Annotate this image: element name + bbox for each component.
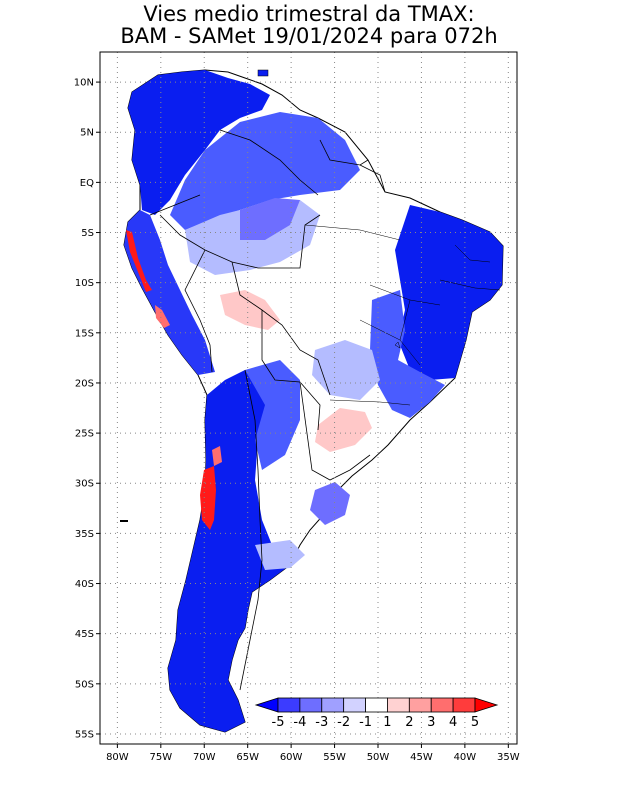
map-title-line2: BAM - SAMet 19/01/2024 para 072h xyxy=(120,24,498,48)
lat-tick-label: 15S xyxy=(75,328,94,339)
lat-tick-label: 55S xyxy=(75,729,94,740)
bias-region-light-red-parana xyxy=(315,408,372,452)
colorbar-label: -3 xyxy=(315,715,328,730)
colorbar-label: -1 xyxy=(359,715,372,730)
colorbar-box xyxy=(277,697,301,713)
colorbar-box xyxy=(452,697,476,713)
colorbar-arrow-max xyxy=(474,697,499,713)
bias-region-light-blue-mato-grosso xyxy=(312,340,380,400)
lat-tick-label: 30S xyxy=(75,479,94,490)
bias-region-mid-blue-east xyxy=(370,290,445,418)
map-content xyxy=(120,69,504,733)
colorbar-label: 4 xyxy=(449,715,457,730)
longitude-axis: 80W 75W 70W 65W 60W 55W 50W 45W 40W 35W xyxy=(106,744,520,763)
lon-tick-label: 45W xyxy=(410,752,433,763)
lat-tick-label: 25S xyxy=(75,429,94,440)
bias-region-light-red-bolivia xyxy=(220,290,280,330)
colorbar-box xyxy=(365,697,388,713)
lon-tick-label: 75W xyxy=(150,752,173,763)
state-borders xyxy=(304,224,501,406)
bias-region-mid-blue-uruguay xyxy=(310,482,350,525)
lon-tick-label: 60W xyxy=(280,752,303,763)
lon-tick-label: 35W xyxy=(497,752,520,763)
colorbar-box xyxy=(321,697,345,713)
bias-region-blue-northwest xyxy=(128,70,270,215)
lat-tick-label: 35S xyxy=(75,529,94,540)
bias-region-red-chile-north xyxy=(212,446,222,466)
lon-tick-label: 55W xyxy=(323,752,346,763)
bias-region-light-blue-patagonia xyxy=(255,540,305,570)
lon-tick-label: 40W xyxy=(454,752,477,763)
latitude-axis: 10N 5N EQ 5S 10S 15S 20S 25S 30S 35S 40S 45S 50S 55S xyxy=(74,78,100,740)
lat-tick-label: 45S xyxy=(75,629,94,640)
colorbar-box xyxy=(343,697,366,713)
map-frame-border xyxy=(99,51,518,745)
colorbar-box xyxy=(299,697,323,713)
country-borders xyxy=(149,129,386,691)
colorbar-label: 2 xyxy=(405,715,413,730)
bias-region-blue-amazon-west xyxy=(240,198,300,240)
bias-region-red-peru-coast-south xyxy=(155,305,170,328)
lat-tick-label: 5S xyxy=(81,228,94,239)
colorbar-box xyxy=(387,697,410,713)
map-title-line1: Vies medio trimestral da TMAX: xyxy=(143,2,475,26)
lat-tick-label: 20S xyxy=(75,378,94,389)
bias-region-blue-andes-west xyxy=(124,210,215,375)
colorbar-label: -5 xyxy=(272,715,285,730)
lon-tick-label: 50W xyxy=(367,752,390,763)
lon-tick-label: 65W xyxy=(236,752,259,763)
lat-tick-label: EQ xyxy=(80,178,94,189)
colorbar-label: -2 xyxy=(337,715,350,730)
colorbar-label: 5 xyxy=(471,715,479,730)
map-grid xyxy=(100,52,517,744)
lat-tick-label: 40S xyxy=(75,579,94,590)
bias-region-mid-blue-chaco xyxy=(245,360,300,470)
bias-region-mid-blue-north xyxy=(170,112,360,230)
island-caribbean xyxy=(257,69,269,77)
lat-tick-label: 10N xyxy=(74,78,94,89)
colorbar-box xyxy=(408,697,432,713)
island-juan-fernandez xyxy=(120,520,128,522)
bias-region-red-peru-coast xyxy=(126,230,152,292)
colorbar-label: -4 xyxy=(293,715,306,730)
colorbar-label: 1 xyxy=(383,715,391,730)
lat-tick-label: 5N xyxy=(80,128,94,139)
bias-region-blue-northeast-brazil xyxy=(395,205,503,380)
lat-tick-label: 10S xyxy=(75,278,94,289)
colorbar-label: 3 xyxy=(427,715,435,730)
bias-region-blue-chile-argentina xyxy=(168,370,290,732)
lon-tick-label: 80W xyxy=(106,752,129,763)
lat-tick-label: 50S xyxy=(75,679,94,690)
colorbar: -5 -4 -3 -2 -1 1 2 3 4 5 xyxy=(254,697,499,730)
lon-tick-label: 70W xyxy=(193,752,216,763)
colorbar-box xyxy=(430,697,454,713)
